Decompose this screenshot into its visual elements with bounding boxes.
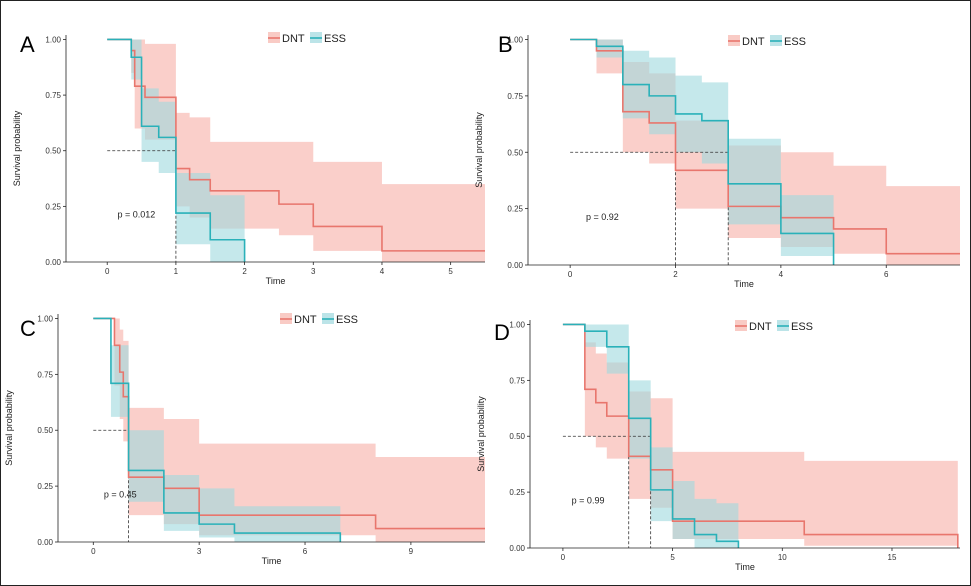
legend-label-ess: ESS bbox=[791, 321, 813, 333]
x-tick-label: 5 bbox=[670, 553, 675, 562]
x-tick-label: 15 bbox=[888, 553, 897, 562]
panel-letter: D bbox=[494, 320, 510, 345]
legend-label-dnt: DNT bbox=[749, 321, 772, 333]
y-tick-label: 0.25 bbox=[37, 482, 53, 491]
p-value-label: p = 0.012 bbox=[118, 209, 156, 219]
survival-curve-dnt bbox=[107, 38, 485, 252]
x-axis-title: Time bbox=[734, 279, 754, 289]
legend-label-dnt: DNT bbox=[742, 36, 765, 48]
y-tick-label: 0.00 bbox=[507, 261, 523, 270]
legend: DNT ESS bbox=[280, 313, 358, 326]
y-tick-label: 1.00 bbox=[45, 35, 61, 44]
p-value-label: p = 0.92 bbox=[586, 212, 619, 222]
p-value-label: p = 0.99 bbox=[572, 495, 605, 505]
y-tick-label: 0.25 bbox=[509, 488, 525, 497]
y-axis-title: Survival probability bbox=[474, 112, 484, 188]
legend-label-ess: ESS bbox=[324, 33, 346, 45]
legend-label-dnt: DNT bbox=[294, 314, 317, 326]
x-tick-label: 3 bbox=[311, 267, 316, 276]
y-axis-title: Survival probability bbox=[4, 390, 14, 466]
panel-c: C 0 3 6 9 0.00 0.25 0.50 0.75 1.00 Time Survival pr… bbox=[4, 313, 486, 566]
ci-band-ess bbox=[93, 318, 341, 542]
y-tick-label: 1.00 bbox=[509, 320, 525, 329]
panel-letter: C bbox=[20, 316, 36, 341]
x-tick-label: 1 bbox=[174, 267, 179, 276]
y-tick-label: 0.25 bbox=[507, 205, 523, 214]
x-axis-title: Time bbox=[735, 562, 755, 572]
survival-curve-ess bbox=[107, 38, 246, 262]
y-tick-label: 0.25 bbox=[45, 202, 61, 211]
x-tick-label: 2 bbox=[673, 270, 678, 279]
y-tick-label: 1.00 bbox=[507, 36, 523, 45]
y-axis-title: Survival probability bbox=[476, 396, 486, 472]
x-tick-label: 4 bbox=[779, 270, 784, 279]
x-tick-label: 2 bbox=[242, 267, 247, 276]
y-tick-label: 1.00 bbox=[37, 314, 53, 323]
legend-label-ess: ESS bbox=[336, 314, 358, 326]
x-axis-title: Time bbox=[266, 276, 286, 286]
p-value-label: p = 0.45 bbox=[104, 489, 137, 499]
y-tick-label: 0.50 bbox=[37, 426, 53, 435]
x-tick-label: 6 bbox=[303, 547, 308, 556]
survival-curve-dnt bbox=[562, 323, 959, 548]
x-tick-label: 10 bbox=[778, 553, 787, 562]
y-tick-label: 0.00 bbox=[45, 258, 61, 267]
y-tick-label: 0.50 bbox=[509, 432, 525, 441]
x-tick-label: 0 bbox=[91, 547, 96, 556]
panel-letter: B bbox=[498, 32, 513, 57]
legend-label-ess: ESS bbox=[784, 36, 806, 48]
legend-label-dnt: DNT bbox=[282, 33, 305, 45]
y-tick-label: 0.50 bbox=[507, 148, 523, 157]
survival-curve-ess bbox=[570, 38, 835, 265]
panel-letter: A bbox=[20, 32, 35, 57]
y-tick-label: 0.75 bbox=[507, 92, 523, 101]
y-tick-label: 0.00 bbox=[509, 544, 525, 553]
x-tick-label: 6 bbox=[884, 270, 889, 279]
x-axis-title: Time bbox=[262, 556, 282, 566]
panel-a: A 0 1 2 3 4 5 0.00 0.25 0.50 0.75 1.00 Time Survival … bbox=[12, 32, 486, 286]
x-tick-label: 0 bbox=[561, 553, 566, 562]
survival-curve-dnt bbox=[570, 38, 960, 255]
panel-b: B 0 2 4 6 0.00 0.25 0.50 0.75 1.00 Time Survival pr… bbox=[474, 32, 960, 289]
y-tick-label: 0.75 bbox=[37, 370, 53, 379]
survival-curve-ess bbox=[562, 323, 740, 548]
legend: DNT ESS bbox=[735, 320, 813, 333]
y-axis-title: Survival probability bbox=[12, 110, 22, 186]
legend: DNT ESS bbox=[268, 32, 346, 45]
legend: DNT ESS bbox=[728, 35, 806, 48]
x-tick-label: 0 bbox=[105, 267, 110, 276]
y-tick-label: 0.50 bbox=[45, 147, 61, 156]
x-tick-label: 9 bbox=[409, 547, 414, 556]
panel-d: D 0 5 10 15 0.00 0.25 0.50 0.75 1.00 Time Survival … bbox=[476, 320, 960, 572]
y-tick-label: 0.75 bbox=[45, 91, 61, 100]
survival-curve-ess bbox=[93, 317, 342, 542]
x-tick-label: 5 bbox=[448, 267, 453, 276]
x-tick-label: 4 bbox=[380, 267, 385, 276]
x-tick-label: 0 bbox=[568, 270, 573, 279]
y-tick-label: 0.75 bbox=[509, 376, 525, 385]
x-tick-label: 3 bbox=[197, 547, 202, 556]
y-tick-label: 0.00 bbox=[37, 538, 53, 547]
